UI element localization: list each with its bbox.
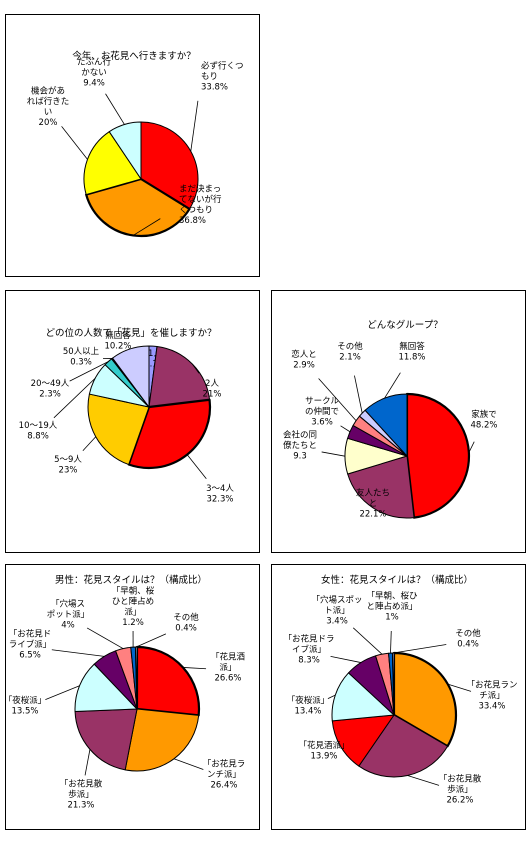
chart-panel-female-style: 女性：花見スタイルは？（構成比） 「お花見ランチ派」 33.4% 「お花見散歩派」 26… — [271, 564, 526, 830]
pie-slice — [74, 708, 138, 771]
slice-label: 恋人と 2.9% — [291, 349, 317, 371]
slice-label: 「早朝、桜ひと陣占め派」 1.2% — [112, 585, 155, 628]
pie-chart-male-style: 男性：花見スタイルは？（構成比） 「花見酒派」 26.6% 「お花見ランチ派」 26.4… — [6, 574, 246, 811]
leader-line — [182, 667, 207, 670]
leader-line — [82, 436, 97, 452]
leader-line — [192, 363, 200, 374]
slice-label: 無回答 11.8% — [398, 341, 425, 363]
chart-title: どの位の人数で「花見」を催しますか？ — [45, 327, 216, 339]
slice-label: 「夜桜派」 13.5% — [6, 695, 46, 717]
pie-chart-female-style: 女性：花見スタイルは？（構成比） 「お花見ランチ派」 33.4% 「お花見散歩派」 26… — [283, 574, 517, 806]
slice-label: 3～4人 32.3% — [206, 484, 234, 505]
leader-line — [393, 644, 447, 654]
slice-label: 家族で 48.2% — [470, 409, 497, 431]
pie-slice — [74, 663, 138, 712]
slice-label: 「お花見ランチ派」 26.4% — [203, 759, 246, 791]
pie-slice — [108, 121, 142, 180]
slice-label: 10～19人 8.8% — [19, 421, 58, 442]
chart-title: どんなグループ？ — [367, 319, 442, 331]
pie-slice — [135, 645, 201, 717]
slice-label: 50人以上 0.3% — [63, 347, 100, 368]
chart-panel-male-style: 男性：花見スタイルは？（構成比） 「花見酒派」 26.6% 「お花見ランチ派」 26.4… — [5, 564, 260, 830]
slice-label: 「お花見ドライブ派」 8.3% — [283, 634, 334, 666]
pie-slice — [127, 398, 212, 470]
pie-slice — [87, 393, 150, 466]
slice-label: 「花見酒派」 13.9% — [298, 740, 349, 762]
chart-panel-plan: 今年、お花見へ行きますか？ 必ず行くつもり 33.8% まだ決まってないが行くつもり 3… — [5, 14, 260, 277]
leader-line — [407, 775, 440, 786]
leader-line — [447, 683, 472, 692]
leader-line — [45, 685, 80, 701]
chart-panel-group-type: どんなグループ？ 家族で 48.2% 友人たちと 22.1% 会社の同僚たちと 9.3 サーク… — [271, 290, 526, 553]
pie-chart-group-type: どんなグループ？ 家族で 48.2% 友人たちと 22.1% 会社の同僚たちと 9.3サーク… — [283, 319, 498, 520]
chart-title: 男性：花見スタイルは？（構成比） — [55, 574, 207, 586]
leader-line — [61, 126, 88, 160]
leader-line — [318, 378, 357, 421]
slice-label: その他 2.1% — [337, 341, 363, 363]
slice-label: 「お花見散歩派」 26.2% — [439, 774, 482, 806]
pie-chart-plan: 今年、お花見へ行きますか？ 必ず行くつもり 33.8% まだ決まってないが行くつもり 3… — [27, 50, 244, 238]
pie-slice — [392, 651, 458, 748]
pie-chart-group-size: どの位の人数で「花見」を催しますか？1人2.1%2人21%3～4人32.3%5～… — [19, 327, 235, 505]
chart-title: 女性：花見スタイルは？（構成比） — [321, 574, 473, 586]
leader-line — [86, 627, 124, 649]
slice-label: 「お花見ドライブ派」 6.5% — [9, 629, 52, 661]
slice-label: 「お花見ランチ派」 33.4% — [466, 680, 517, 712]
leader-line — [173, 758, 204, 770]
leader-line — [84, 749, 91, 776]
slice-label: 「穴場スポット派」 4% — [47, 599, 90, 631]
leader-line — [69, 361, 109, 382]
slice-label: 機会があれば行きたい 20% — [27, 85, 70, 128]
slice-label: 2人 21% — [203, 379, 222, 400]
slice-label: 20～49人 2.3% — [31, 379, 70, 400]
slice-label: 「花見酒派」 26.6% — [211, 652, 246, 684]
slice-label: その他 0.4% — [173, 612, 199, 634]
leader-line — [327, 694, 336, 699]
pie-slice — [347, 455, 415, 519]
slice-label: 「夜桜派」 13.4% — [287, 695, 330, 717]
slice-label: たぶん行かない 9.4% — [77, 57, 112, 89]
leader-line — [51, 649, 105, 657]
slice-label: 5～9人 23% — [54, 455, 82, 476]
pie-slice — [148, 346, 211, 408]
slice-label: サークルの仲間で 3.6% — [305, 397, 339, 428]
leader-line — [352, 627, 383, 655]
slice-label: まだ決まってないが行くつもり 36.8% — [179, 183, 222, 226]
slice-label: 会社の同僚たちと 9.3 — [283, 430, 317, 462]
leader-line — [53, 378, 96, 419]
pie-slice — [405, 392, 471, 519]
leader-line — [132, 218, 161, 236]
pie-slice — [331, 714, 395, 767]
leader-line — [321, 451, 346, 457]
leader-line — [186, 454, 207, 480]
leader-line — [384, 372, 401, 399]
pie-slice — [124, 708, 200, 772]
leader-line — [390, 630, 392, 654]
chart-title: 今年、お花見へ行きますか？ — [72, 50, 196, 62]
leader-line — [468, 441, 475, 453]
slice-label: 「穴場スポット派」 3.4% — [311, 595, 362, 627]
slice-label: 無回答 10.2% — [104, 330, 131, 352]
slice-label: 「お花見散歩派」 21.3% — [60, 779, 103, 811]
leader-line — [340, 425, 351, 433]
slice-label: 必ず行くつもり 33.8% — [201, 61, 244, 93]
leader-line — [105, 93, 125, 125]
slice-label: 「早朝、桜ひと陣占め派」 1% — [366, 591, 418, 623]
chart-panel-group-size: どの位の人数で「花見」を催しますか？1人2.1%2人21%3～4人32.3%5～… — [5, 290, 260, 553]
slice-label: その他 0.4% — [455, 628, 481, 650]
leader-line — [136, 633, 167, 648]
pie-slice — [112, 345, 150, 408]
leader-line — [190, 100, 199, 152]
leader-line — [330, 655, 362, 663]
leader-line — [354, 375, 363, 414]
slice-label: 友人たちと 22.1% — [356, 488, 390, 520]
